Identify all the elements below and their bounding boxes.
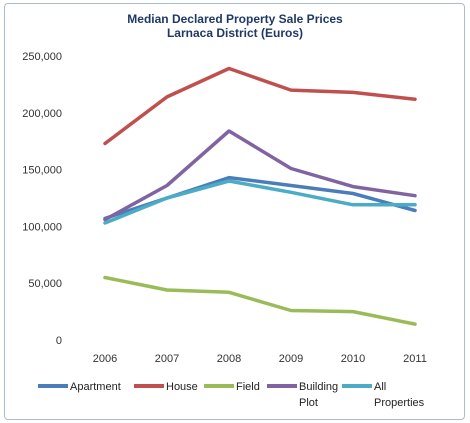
legend-label-apartment: Apartment	[70, 381, 121, 393]
x-tick-label: 2007	[155, 353, 179, 365]
y-tick-label: 150,000	[22, 165, 62, 177]
series-line-apartment	[103, 175, 417, 221]
x-tick-label: 2006	[93, 353, 117, 365]
series-line-all-properties	[103, 179, 417, 225]
x-tick-label: 2011	[403, 353, 427, 365]
series-line-building-plot	[103, 129, 417, 222]
plot-area	[103, 66, 417, 326]
legend-label-house: House	[166, 381, 198, 393]
y-tick-label: 0	[56, 335, 62, 347]
x-tick-label: 2010	[341, 353, 365, 365]
legend-label-all-properties: All Properties	[374, 381, 425, 409]
legend: Apartment House Field Building Plot All Proper…	[38, 381, 425, 409]
y-axis: 0 50,000 100,000 150,000 200,000 250,000	[22, 51, 62, 347]
legend-label-building-plot: Building Plot	[299, 381, 338, 409]
x-tick-label: 2009	[279, 353, 303, 365]
series-line-house	[103, 66, 417, 146]
chart-subtitle: Larnaca District (Euros)	[166, 26, 304, 40]
y-tick-label: 50,000	[28, 278, 62, 290]
y-tick-label: 100,000	[22, 221, 62, 233]
chart-title: Median Declared Property Sale Prices	[127, 12, 343, 26]
chart-frame	[4, 3, 465, 420]
legend-label-field: Field	[236, 381, 260, 393]
x-axis: 2006 2007 2008 2009 2010 2011	[93, 353, 427, 365]
y-tick-label: 250,000	[22, 51, 62, 63]
y-tick-label: 200,000	[22, 108, 62, 120]
x-tick-label: 2008	[217, 353, 241, 365]
series-line-field	[103, 275, 417, 326]
